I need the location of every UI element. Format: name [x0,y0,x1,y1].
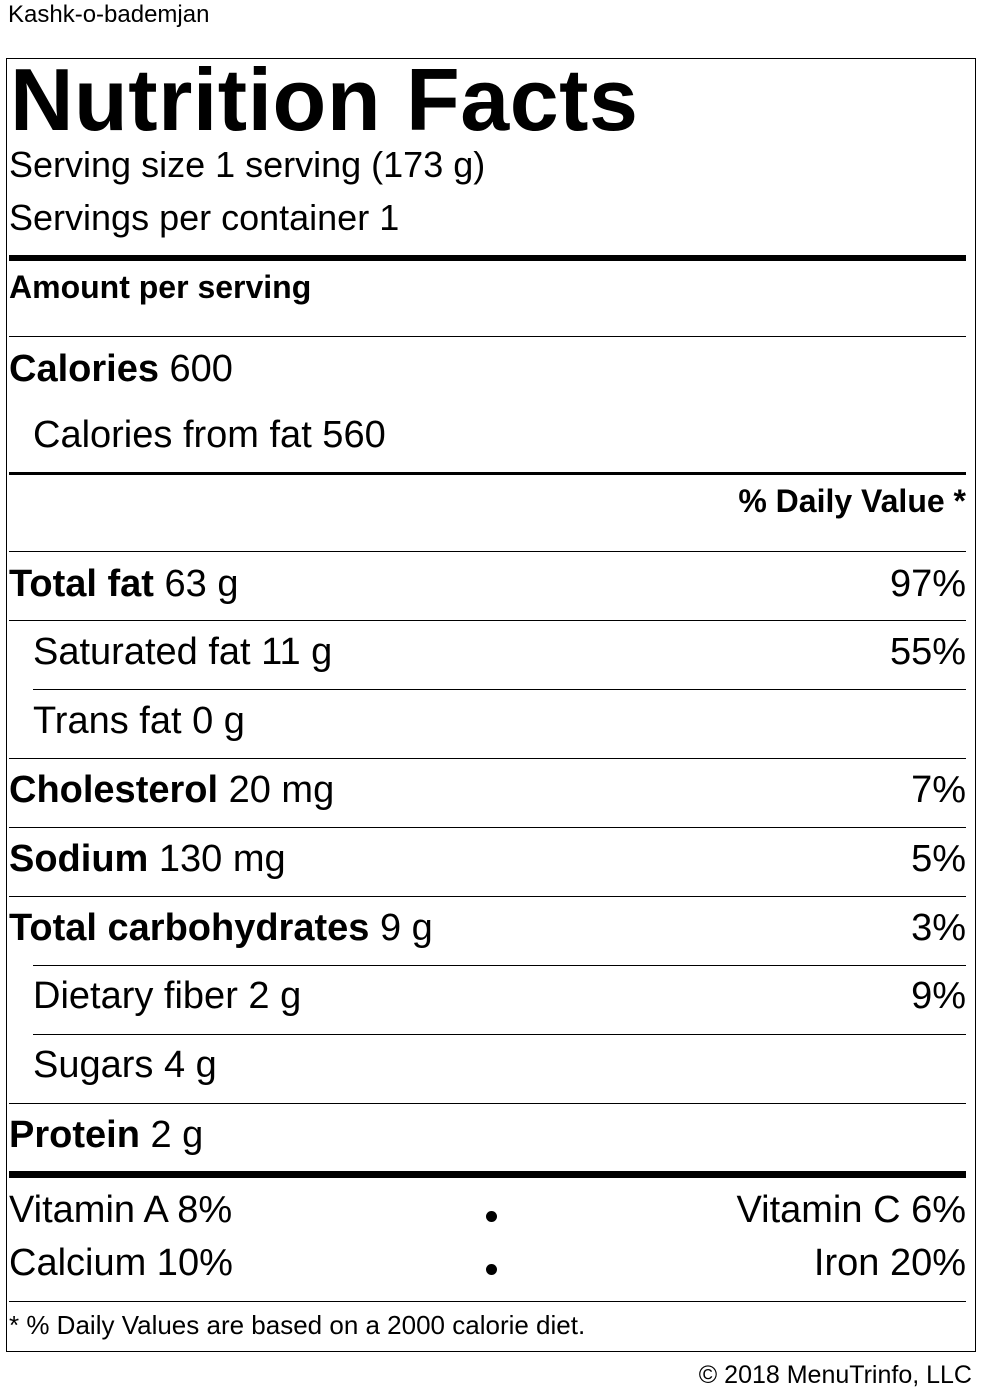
divider [33,965,966,966]
nutrient-label: Saturated fat [33,631,251,673]
nutrient-dv: 9% [911,975,966,1017]
nutrient-amount: 63 g [164,563,239,605]
nutrient-amount: 9 g [379,907,433,949]
divider [9,1301,966,1302]
nutrient-row-sodium: Sodium 130 mg [9,836,286,882]
divider [9,620,966,621]
nutrient-label: Trans fat [33,700,182,742]
bullet-separator [486,1264,497,1275]
divider [9,758,966,759]
nutrient-label: Total carbohydrates [9,907,370,949]
nutrient-row-total-fat: Total fat 63 g [9,561,238,607]
medium-divider [9,472,966,475]
daily-value-footnote: * % Daily Values are based on a 2000 cal… [9,1310,586,1340]
nutrient-label: Sugars [33,1044,154,1086]
calories-value: 600 [169,348,233,390]
nutrient-row-trans-fat: Trans fat 0 g [33,698,245,744]
calcium: Calcium 10% [9,1242,233,1284]
serving-size: Serving size 1 serving (173 g) [9,144,486,185]
divider [9,551,966,552]
nutrient-label: Cholesterol [9,769,219,811]
recipe-title: Kashk-o-bademjan [8,1,210,28]
iron: Iron 20% [813,1242,966,1284]
nutrient-amount: 11 g [261,631,333,673]
nutrient-row-total-carbohydrates: Total carbohydrates 9 g [9,905,433,951]
nutrient-dv: 5% [911,838,966,880]
servings-per-container: Servings per container 1 [9,197,400,238]
nutrient-label: Protein [9,1114,140,1156]
nutrient-dv: 97% [889,563,966,605]
nutrient-amount: 2 g [248,975,302,1017]
copyright: © 2018 MenuTrinfo, LLC [698,1361,972,1389]
nutrition-facts-panel: Nutrition Facts Serving size 1 serving (… [6,50,976,1352]
nutrient-row-saturated-fat: Saturated fat 11 g [33,629,332,675]
bullet-separator [486,1211,497,1222]
nutrition-facts-heading: Nutrition Facts [10,50,639,149]
nutrient-dv: 3% [911,907,966,949]
divider [33,689,966,690]
nutrient-amount: 130 mg [158,838,286,880]
nutrient-row-cholesterol: Cholesterol 20 mg [9,767,334,813]
amount-per-serving: Amount per serving [9,269,312,305]
nutrient-amount: 4 g [163,1044,217,1086]
nutrient-row-protein: Protein 2 g [9,1112,203,1158]
daily-value-header: % Daily Value * [738,483,966,519]
thick-divider [9,1171,966,1178]
nutrient-dv: 7% [911,769,966,811]
vitamin-a: Vitamin A 8% [9,1189,233,1231]
divider [9,1103,966,1104]
calories-from-fat: Calories from fat 560 [33,414,386,456]
divider [9,336,966,337]
nutrient-label: Total fat [9,563,154,605]
nutrient-row-sugars: Sugars 4 g [33,1042,217,1088]
nutrient-row-dietary-fiber: Dietary fiber 2 g [33,973,301,1019]
nutrient-amount: 2 g [150,1114,204,1156]
nutrient-amount: 0 g [192,700,245,742]
nutrient-label: Dietary fiber [33,975,238,1017]
divider [9,827,966,828]
nutrient-label: Sodium [9,838,149,880]
thick-divider [9,255,966,261]
vitamin-c: Vitamin C 6% [736,1189,966,1231]
divider [33,1034,966,1035]
nutrient-amount: 20 mg [228,769,335,811]
nutrient-dv: 55% [889,631,966,673]
divider [9,896,966,897]
calories-row: Calories 600 [9,346,233,392]
calories-label: Calories [9,348,159,390]
